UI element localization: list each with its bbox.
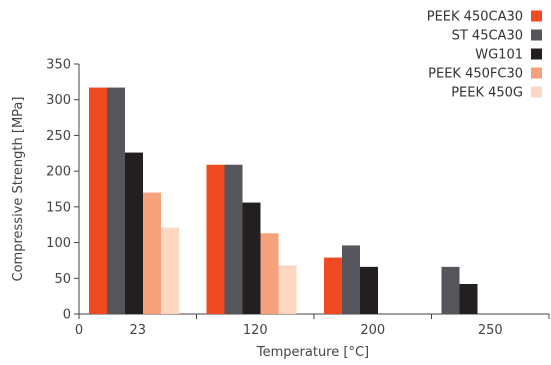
bars [89,87,478,314]
legend-label: ST 45CA30 [452,29,523,44]
y-tick-label: 100 [46,236,71,251]
x-origin-label: 0 [75,323,83,338]
legend-item: WG101 [475,48,542,63]
x-tick-label: 120 [243,323,268,338]
x-axis-title: Temperature [°C] [256,345,369,360]
legend-item: PEEK 450G [451,86,542,101]
legend: PEEK 450CA30 ST 45CA30 WG101 PEEK 450FC30 PE… [427,10,542,101]
bar [324,257,342,314]
bar [206,164,225,314]
legend-label: PEEK 450FC30 [428,67,523,82]
y-tick-label: 300 [46,93,71,108]
legend-swatch [531,86,542,98]
x-axis: 0 23 120 200 250 [75,313,550,338]
bar [125,152,143,314]
bar [161,227,179,314]
y-tick-label: 50 [54,272,71,287]
bar [459,284,478,314]
bar [242,202,261,314]
legend-label: PEEK 450CA30 [427,10,523,25]
bar [342,245,360,314]
legend-swatch [531,48,542,60]
bar [89,87,107,314]
legend-swatch [531,10,542,22]
legend-swatch [531,67,542,79]
legend-label: WG101 [475,48,523,63]
y-tick-label: 200 [46,165,71,180]
legend-swatch [531,29,542,41]
x-tick-label: 23 [129,323,146,338]
y-tick-label: 150 [46,200,71,215]
legend-item: PEEK 450FC30 [428,67,542,82]
bar [360,266,378,314]
y-axis-title: Compressive Strength [MPa] [11,97,26,282]
legend-item: ST 45CA30 [452,29,542,44]
x-tick-label: 200 [360,323,385,338]
bar [107,87,125,314]
y-axis: 0 50 100 150 200 250 300 350 [46,58,80,323]
bar [143,192,161,314]
bar [224,164,243,314]
x-tick-label: 250 [478,323,503,338]
legend-label: PEEK 450G [451,86,523,101]
bar [278,265,297,314]
y-tick-label: 0 [63,308,71,323]
legend-item: PEEK 450CA30 [427,10,542,25]
bar [441,266,460,314]
y-tick-label: 250 [46,129,71,144]
bar [260,233,279,314]
y-tick-label: 350 [46,58,71,73]
